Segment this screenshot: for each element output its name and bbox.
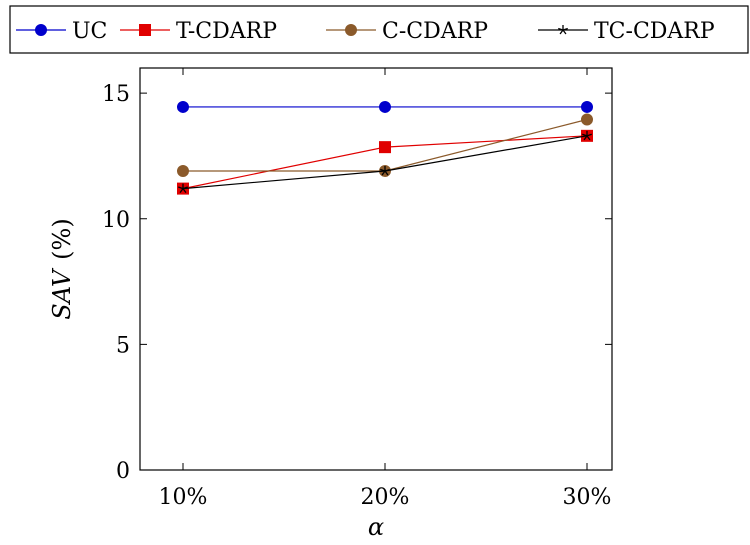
legend-label: C-CDARP bbox=[382, 19, 488, 44]
axis-ticks: 0 5 10 15 10% 20% 30% bbox=[102, 68, 612, 510]
legend-label: UC bbox=[72, 19, 107, 44]
y-axis-label-unit: (%) bbox=[48, 218, 76, 260]
data-point-t-cdarp bbox=[380, 142, 391, 153]
plot-frame bbox=[140, 68, 612, 470]
x-tick-label: 30% bbox=[563, 485, 612, 510]
x-tick-label: 20% bbox=[361, 485, 410, 510]
y-tick-label: 10 bbox=[102, 208, 130, 233]
data-point-uc bbox=[582, 101, 593, 112]
y-axis-label-name: SAV bbox=[48, 267, 76, 320]
data-point-c-cdarp bbox=[178, 166, 189, 177]
series-layer bbox=[178, 101, 593, 194]
series-uc bbox=[178, 101, 593, 112]
legend-swatch-marker bbox=[346, 25, 357, 36]
x-axis-label: α bbox=[368, 513, 384, 541]
legend-swatch-marker bbox=[140, 25, 151, 36]
data-point-uc bbox=[178, 101, 189, 112]
legend: UC T-CDARP C-CDARP TC-CDARP bbox=[10, 6, 748, 53]
data-point-c-cdarp bbox=[582, 114, 593, 125]
x-tick-label: 10% bbox=[159, 485, 208, 510]
y-tick-label: 15 bbox=[102, 82, 130, 107]
y-tick-label: 0 bbox=[116, 459, 130, 484]
legend-label: T-CDARP bbox=[176, 19, 277, 44]
series-tc-cdarp bbox=[178, 131, 592, 193]
y-tick-label: 5 bbox=[116, 333, 130, 358]
series-t-cdarp bbox=[178, 130, 593, 194]
data-point-uc bbox=[380, 101, 391, 112]
legend-label: TC-CDARP bbox=[594, 19, 715, 44]
y-axis-label: SAV (%) bbox=[48, 218, 76, 319]
legend-swatch-marker bbox=[36, 25, 47, 36]
